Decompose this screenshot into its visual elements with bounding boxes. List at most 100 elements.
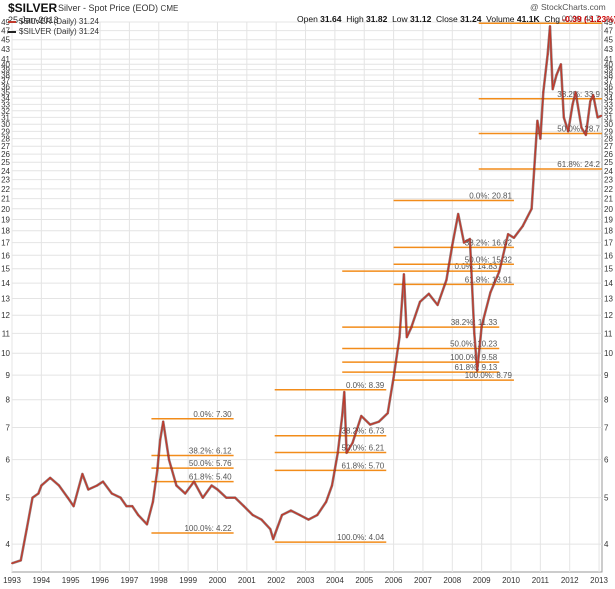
price-point bbox=[37, 492, 40, 495]
price-point bbox=[156, 469, 159, 472]
y-tick-label: 11 bbox=[2, 329, 11, 338]
price-point bbox=[260, 518, 263, 521]
y-tick-label: 23 bbox=[604, 176, 613, 185]
y-tick-label: 10 bbox=[604, 349, 613, 358]
price-point bbox=[307, 518, 310, 521]
x-tick-label: 1996 bbox=[91, 576, 109, 585]
price-point bbox=[469, 238, 471, 240]
price-point bbox=[242, 505, 245, 508]
price-point bbox=[427, 292, 430, 295]
fib-level-label: 0.0%: 8.39 bbox=[346, 381, 385, 390]
price-point bbox=[184, 492, 187, 495]
y-tick-label: 12 bbox=[1, 311, 10, 320]
y-tick-label: 14 bbox=[604, 279, 613, 288]
price-point bbox=[81, 473, 84, 475]
y-tick-label: 9 bbox=[604, 371, 609, 380]
fib-level-label: 38.2%: 16.62 bbox=[465, 238, 513, 247]
price-point bbox=[216, 488, 219, 491]
y-tick-label: 21 bbox=[1, 195, 10, 204]
y-tick-label: 7 bbox=[604, 424, 609, 433]
price-point bbox=[131, 505, 134, 508]
close-value: 31.24 bbox=[460, 14, 482, 24]
legend-entry: $SILVER (Daily) 31.24 bbox=[8, 17, 99, 27]
y-tick-label: 9 bbox=[6, 371, 11, 380]
fib-level-label: 61.8%: 5.40 bbox=[189, 473, 232, 482]
price-point bbox=[571, 103, 574, 106]
price-point bbox=[392, 376, 395, 379]
y-tick-label: 11 bbox=[604, 329, 613, 338]
fib-level-label: 50.0%: 15.32 bbox=[465, 255, 513, 264]
price-point bbox=[457, 213, 460, 215]
price-point bbox=[66, 496, 69, 499]
price-point bbox=[476, 369, 479, 372]
price-point bbox=[600, 114, 603, 117]
x-tick-label: 2007 bbox=[414, 576, 432, 585]
y-tick-label: 38 bbox=[604, 71, 613, 80]
y-tick-label: 38 bbox=[1, 71, 10, 80]
x-tick-label: 2010 bbox=[502, 576, 520, 585]
price-point bbox=[473, 332, 476, 335]
price-point bbox=[159, 438, 162, 441]
x-tick-label: 2003 bbox=[297, 576, 315, 585]
price-point bbox=[31, 496, 34, 499]
price-point bbox=[201, 496, 204, 499]
price-point bbox=[521, 225, 524, 228]
y-tick-label: 5 bbox=[6, 494, 11, 503]
legend-entry: $SILVER (Daily) 31.24 bbox=[8, 27, 99, 37]
price-point bbox=[19, 559, 22, 562]
x-tick-label: 1994 bbox=[32, 576, 50, 585]
y-tick-label: 34 bbox=[604, 94, 613, 103]
y-tick-label: 27 bbox=[1, 142, 10, 151]
y-tick-label: 49 bbox=[604, 18, 613, 27]
price-point bbox=[369, 423, 372, 426]
y-tick-label: 45 bbox=[1, 36, 10, 45]
price-point bbox=[110, 492, 113, 495]
y-tick-label: 29 bbox=[604, 127, 613, 136]
price-point bbox=[175, 484, 178, 487]
x-tick-label: 2008 bbox=[443, 576, 461, 585]
price-point bbox=[592, 94, 595, 97]
y-tick-label: 20 bbox=[1, 205, 10, 214]
y-tick-label: 22 bbox=[604, 185, 613, 194]
fib-level-label: 61.8%: 13.91 bbox=[465, 275, 513, 284]
y-tick-label: 13 bbox=[604, 295, 613, 304]
price-point bbox=[251, 514, 254, 516]
price-series bbox=[11, 24, 603, 565]
chg-label: Chg bbox=[544, 14, 560, 24]
price-point bbox=[596, 116, 599, 119]
price-point bbox=[162, 420, 165, 423]
chg-value: -0.39 (-1.23%) bbox=[562, 14, 615, 24]
y-tick-label: 36 bbox=[604, 82, 613, 91]
price-point bbox=[225, 496, 228, 499]
fib-level-label: 0.0%: 14.83 bbox=[455, 262, 498, 271]
y-tick-label: 24 bbox=[604, 167, 613, 176]
y-tick-label: 39 bbox=[604, 66, 613, 75]
fib-level-label: 38.2%: 6.73 bbox=[342, 427, 385, 436]
y-tick-label: 47 bbox=[1, 27, 10, 36]
legend-label: $SILVER (Daily) 31.24 bbox=[19, 17, 99, 26]
price-point bbox=[507, 233, 509, 236]
price-point bbox=[542, 91, 545, 94]
chart-date: 25-Jan-2013 bbox=[8, 15, 59, 25]
price-point bbox=[119, 496, 122, 499]
price-point bbox=[378, 420, 380, 423]
price-point bbox=[193, 480, 195, 483]
price-point bbox=[489, 291, 492, 294]
price-point bbox=[58, 484, 60, 487]
price-point bbox=[146, 523, 148, 526]
price-point bbox=[536, 119, 539, 122]
price-point bbox=[316, 514, 319, 516]
y-tick-label: 24 bbox=[1, 167, 10, 176]
fib-level-label: 38.2%: 33.9 bbox=[557, 90, 600, 99]
fib-level-label: 100.0%: 4.22 bbox=[184, 524, 232, 533]
symbol-description: Silver - Spot Price (EOD) CME bbox=[58, 3, 178, 13]
y-tick-label: 29 bbox=[1, 127, 10, 136]
price-point bbox=[410, 326, 413, 329]
fib-level-label: 50.0%: 28.7 bbox=[557, 124, 600, 133]
x-tick-label: 2006 bbox=[385, 576, 403, 585]
y-tick-label: 30 bbox=[1, 120, 10, 129]
price-point bbox=[341, 415, 344, 417]
price-point bbox=[419, 300, 421, 303]
vertical-gridlines bbox=[11, 22, 600, 572]
y-tick-label: 37 bbox=[1, 77, 10, 86]
